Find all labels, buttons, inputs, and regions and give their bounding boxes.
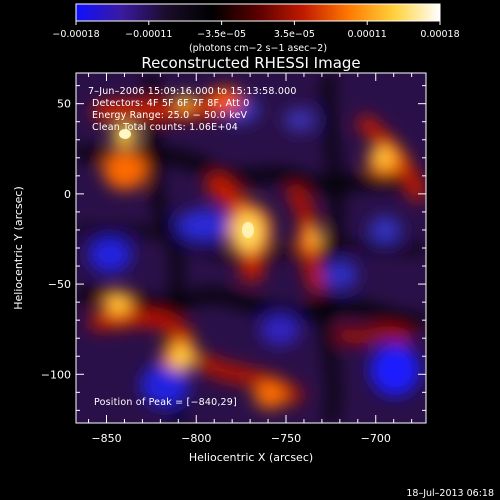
x-tick-label: −700 bbox=[361, 432, 391, 445]
y-tick-label: 50 bbox=[57, 98, 71, 111]
annotation-detectors: Detectors: 4F 5F 6F 7F 8F, Att 0 bbox=[92, 98, 250, 109]
annotation-energy-range: Energy Range: 25.0 − 50.0 keV bbox=[92, 110, 248, 121]
x-tick-label: −750 bbox=[271, 432, 301, 445]
footer-date: 18–Jul–2013 06:18 bbox=[406, 488, 494, 499]
x-axis-label: Heliocentric X (arcsec) bbox=[189, 451, 313, 464]
x-tick-label: −800 bbox=[181, 432, 211, 445]
rhessi-image bbox=[76, 73, 426, 423]
y-axis-label: Heliocentric Y (arcsec) bbox=[12, 186, 25, 310]
y-tick-label: 0 bbox=[64, 188, 71, 201]
colorbar-tick-label: 0.00011 bbox=[348, 29, 387, 40]
colorbar-tick-label: −3.5e−05 bbox=[197, 29, 246, 40]
annotation-time-range: 7–Jun–2006 15:09:16.000 to 15:13:58.000 bbox=[88, 86, 297, 97]
colorbar-unit-label: (photons cm−2 s−1 asec−2) bbox=[189, 43, 327, 54]
colorbar-tick-label: 0.00018 bbox=[420, 29, 459, 40]
colorbar-ticks: −0.00018 −0.00011 −3.5e−05 3.5e−05 0.00011 0.… bbox=[52, 21, 460, 40]
plot-title: Reconstructed RHESSI Image bbox=[141, 54, 360, 72]
colorbar bbox=[75, 3, 441, 22]
y-tick-label: −100 bbox=[41, 368, 71, 381]
y-axis-ticks: 50 0 −50 −100 bbox=[41, 85, 426, 411]
annotation-peak-position: Position of Peak = [−840,29] bbox=[94, 397, 237, 408]
colorbar-tick-label: −0.00018 bbox=[52, 29, 99, 40]
annotation-method-counts: Clean Total counts: 1.06E+04 bbox=[92, 122, 238, 133]
y-tick-label: −50 bbox=[48, 278, 71, 291]
x-tick-label: −850 bbox=[91, 432, 121, 445]
x-axis-ticks: −850 −800 −750 −700 bbox=[88, 73, 413, 445]
colorbar-tick-label: −0.00011 bbox=[125, 29, 172, 40]
colorbar-tick-label: 3.5e−05 bbox=[274, 29, 315, 40]
